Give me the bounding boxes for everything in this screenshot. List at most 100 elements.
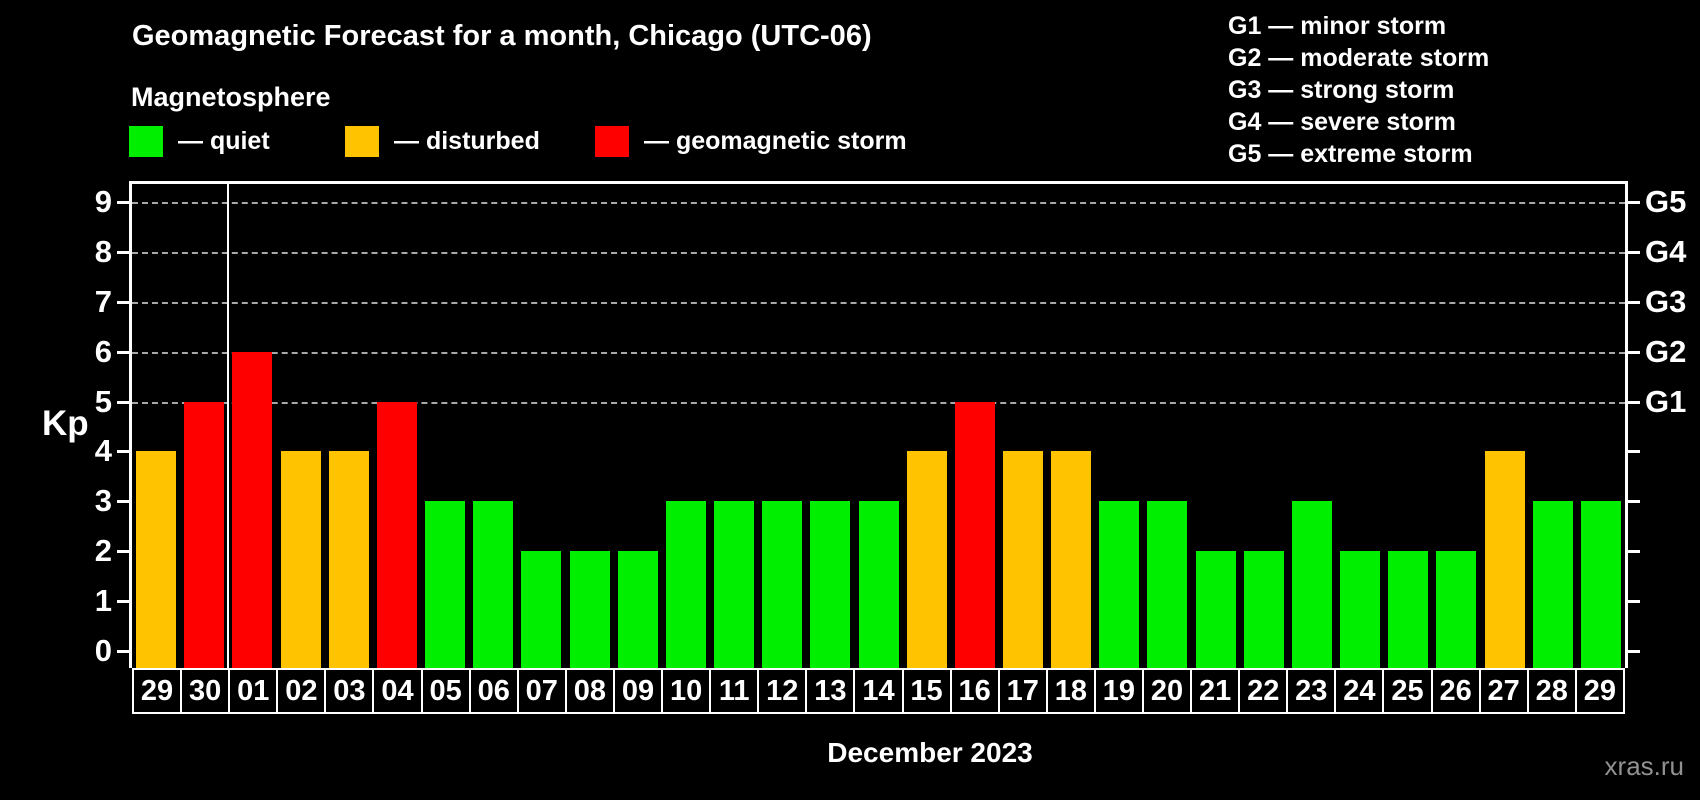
left-tick-kp-7 <box>117 300 129 304</box>
kp-bar-day-04 <box>376 401 417 668</box>
right-tick-kp-6 <box>1628 350 1640 354</box>
y-tick-label-5: 5 <box>94 383 112 419</box>
day-cell-17: 17 <box>997 670 1046 712</box>
kp-bar-day-23 <box>1291 501 1332 668</box>
left-tick-kp-5 <box>117 400 129 404</box>
day-cell-10: 10 <box>661 670 709 712</box>
day-cell-23: 23 <box>1286 670 1334 712</box>
kp-bar-day-06 <box>473 501 514 668</box>
right-tick-kp-3 <box>1628 500 1640 504</box>
y-tick-label-2: 2 <box>94 533 112 569</box>
right-tick-kp-4 <box>1628 450 1640 454</box>
day-cell-11: 11 <box>709 670 757 712</box>
gridline-kp-7 <box>132 301 1625 304</box>
day-cell-22: 22 <box>1238 670 1286 712</box>
day-cell-01: 01 <box>228 670 276 712</box>
day-cell-04: 04 <box>372 670 420 712</box>
gridline-kp-6 <box>132 351 1625 354</box>
kp-bar-day-24 <box>1340 551 1381 668</box>
right-tick-kp-2 <box>1628 550 1640 554</box>
g-legend-line-3: G3 — strong storm <box>1228 76 1455 104</box>
left-tick-kp-0 <box>117 650 129 653</box>
watermark: xras.ru <box>1604 751 1684 781</box>
day-cell-06: 06 <box>468 670 517 712</box>
disturbed-color-swatch-icon <box>345 126 379 157</box>
kp-bar-day-09 <box>617 551 658 668</box>
y-tick-label-4: 4 <box>94 433 112 469</box>
legend-item-storm: — geomagnetic storm <box>595 126 907 157</box>
day-cell-26: 26 <box>1430 670 1479 712</box>
kp-bar-day-27 <box>1484 451 1525 668</box>
day-cell-27: 27 <box>1478 670 1527 712</box>
day-cell-08: 08 <box>564 670 613 712</box>
day-cell-05: 05 <box>420 670 469 712</box>
g-legend-line-1: G1 — minor storm <box>1228 12 1447 40</box>
kp-bar-day-07 <box>521 551 562 668</box>
g-level-label-G1: G1 <box>1645 383 1687 419</box>
y-axis-label: Kp <box>42 404 89 443</box>
plot-left-border <box>129 181 132 668</box>
left-tick-kp-6 <box>117 350 129 354</box>
day-cell-24: 24 <box>1334 670 1382 712</box>
g-level-label-G4: G4 <box>1645 233 1687 269</box>
kp-bar-day-15 <box>906 451 947 668</box>
right-tick-kp-1 <box>1628 600 1640 604</box>
day-cell-03: 03 <box>324 670 372 712</box>
kp-bar-day-22 <box>1243 551 1284 668</box>
kp-bar-day-16 <box>954 401 995 668</box>
day-cell-20: 20 <box>1141 670 1190 712</box>
day-cell-19: 19 <box>1093 670 1142 712</box>
y-tick-label-0: 0 <box>94 633 112 668</box>
left-tick-kp-1 <box>117 600 129 604</box>
right-tick-kp-7 <box>1628 300 1640 304</box>
left-tick-kp-9 <box>117 200 129 204</box>
legend-item-disturbed: — disturbed <box>345 126 540 157</box>
kp-bar-day-18 <box>1051 451 1092 668</box>
kp-bar-day-08 <box>569 551 610 668</box>
day-cell-21: 21 <box>1190 670 1238 712</box>
day-cell-29: 29 <box>1574 670 1623 712</box>
kp-bar-day-13 <box>810 501 851 668</box>
g-legend-line-4: G4 — severe storm <box>1228 108 1456 136</box>
g-legend-line-2: G2 — moderate storm <box>1228 44 1490 72</box>
right-tick-kp-9 <box>1628 200 1640 204</box>
day-cell-18: 18 <box>1045 670 1094 712</box>
day-cell-07: 07 <box>516 670 565 712</box>
g-level-label-G5: G5 <box>1645 183 1687 219</box>
g-legend-line-5: G5 — extreme storm <box>1228 140 1473 168</box>
kp-bar-day-20 <box>1147 501 1188 668</box>
left-tick-kp-8 <box>117 250 129 254</box>
plot-top-border <box>129 181 1628 184</box>
g-level-label-G3: G3 <box>1645 283 1687 319</box>
legend-label-storm: — geomagnetic storm <box>644 127 907 155</box>
kp-bar-day-11 <box>714 501 755 668</box>
kp-bar-day-05 <box>425 501 466 668</box>
day-cell-28: 28 <box>1526 670 1575 712</box>
kp-bar-day-28 <box>1532 501 1573 668</box>
month-boundary-line <box>227 184 230 668</box>
day-cell-15: 15 <box>901 670 950 712</box>
plot-area: 0 1 2 3 4 5 G1 6 G2 7 G3 8 G4 9 G5 <box>95 181 1686 668</box>
day-cell-29: 29 <box>140 674 174 707</box>
kp-bar-day-10 <box>665 501 706 668</box>
gridline-kp-5 <box>132 401 1625 404</box>
right-tick-kp-0 <box>1628 650 1640 653</box>
right-tick-kp-5 <box>1628 400 1640 404</box>
y-tick-label-3: 3 <box>94 483 112 519</box>
left-tick-kp-2 <box>117 550 129 554</box>
kp-bar-day-19 <box>1099 501 1140 668</box>
day-cell-09: 09 <box>612 670 661 712</box>
legend-label-quiet: — quiet <box>178 127 270 155</box>
left-tick-kp-3 <box>117 500 129 504</box>
right-tick-kp-8 <box>1628 250 1640 254</box>
gridline-kp-9 <box>132 201 1625 204</box>
kp-bar-day-03 <box>328 451 369 668</box>
y-tick-label-8: 8 <box>94 233 112 269</box>
y-tick-label-9: 9 <box>94 183 112 219</box>
y-tick-label-1: 1 <box>94 583 112 619</box>
magnetosphere-subtitle: Magnetosphere <box>131 82 331 112</box>
gridline-kp-8 <box>132 251 1625 254</box>
kp-bar-day-21 <box>1195 551 1236 668</box>
left-tick-kp-4 <box>117 450 129 454</box>
